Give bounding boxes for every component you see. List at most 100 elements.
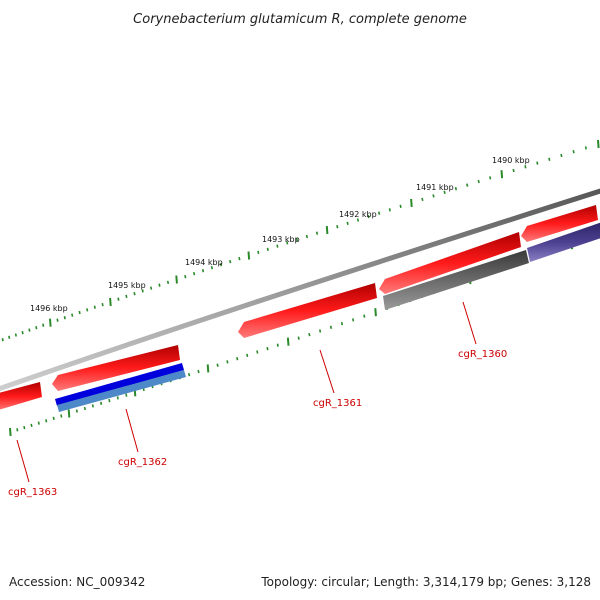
outer-tick-30 <box>229 259 232 264</box>
outer-tick-2 <box>8 335 11 339</box>
cds-band-blue[interactable] <box>55 363 184 406</box>
outer-tick-42 <box>346 221 349 225</box>
label-line-cgR_1362 <box>125 408 139 453</box>
outer-tick-21 <box>150 286 153 290</box>
inner-tick-25 <box>216 363 219 367</box>
inner-tick-34 <box>308 332 311 337</box>
cds-band-purple[interactable] <box>527 222 600 262</box>
outer-tick-13 <box>86 308 89 312</box>
outer-tick-22 <box>158 283 161 287</box>
inner-tick-10 <box>83 406 86 411</box>
inner-tick-27 <box>236 357 239 361</box>
outer-tick-15 <box>101 302 104 307</box>
inner-tick-32 <box>286 337 290 346</box>
outer-tick-16 <box>109 297 112 306</box>
inner-tick-24 <box>206 364 210 373</box>
inner-tick-36 <box>329 325 333 329</box>
cds-band-light-blue[interactable] <box>57 370 186 412</box>
genome-summary-text: Topology: circular; Length: 3,314,179 bp… <box>260 575 591 589</box>
outer-tick-49 <box>421 197 424 202</box>
gene-label-cgR_1360[interactable]: cgR_1360 <box>458 349 507 360</box>
outer-tick-33 <box>257 250 260 255</box>
gene-label-cgR_1361[interactable]: cgR_1361 <box>313 398 362 409</box>
outer-tick-17 <box>117 297 120 301</box>
outer-tick-11 <box>71 313 74 317</box>
inner-tick-13 <box>108 398 111 403</box>
inner-tick-22 <box>188 372 191 377</box>
inner-tick-23 <box>197 369 200 374</box>
outer-tick-38 <box>305 234 308 239</box>
outer-tick-27 <box>201 269 205 273</box>
inner-tick-7 <box>60 414 63 418</box>
outer-tick-47 <box>399 204 402 208</box>
scale-label-1493: 1493 kbp <box>262 235 300 244</box>
outer-tick-14 <box>93 305 96 309</box>
scale-label-1490: 1490 kbp <box>492 156 530 165</box>
outer-tick-60 <box>548 157 551 161</box>
scale-label-1494: 1494 kbp <box>185 258 223 267</box>
gene-arrow-cgR_1360[interactable] <box>379 232 521 294</box>
outer-tick-19 <box>133 292 136 296</box>
gene-arrow-cgR_1363[interactable] <box>0 382 42 411</box>
scale-label-1496: 1496 kbp <box>30 304 68 313</box>
outer-tick-43 <box>356 218 360 222</box>
inner-tick-1 <box>16 428 19 432</box>
outer-tick-32 <box>247 251 251 260</box>
inner-tick-31 <box>276 343 279 347</box>
gene-label-cgR_1363[interactable]: cgR_1363 <box>8 487 57 498</box>
outer-tick-18 <box>125 294 128 299</box>
outer-tick-40 <box>325 225 329 235</box>
inner-tick-6 <box>52 416 55 421</box>
outer-tick-64 <box>597 139 600 149</box>
outer-tick-34 <box>266 247 269 251</box>
outer-tick-12 <box>78 310 81 315</box>
outer-tick-35 <box>276 244 279 248</box>
outer-tick-56 <box>500 170 504 179</box>
inner-tick-14 <box>116 396 119 400</box>
inner-tick-35 <box>319 329 322 333</box>
inner-tick-8 <box>67 409 71 418</box>
gene-arrow-cgR_1362[interactable] <box>52 345 180 391</box>
outer-tick-59 <box>536 161 539 165</box>
outer-tick-45 <box>378 211 381 215</box>
inner-tick-29 <box>256 350 259 354</box>
inner-tick-33 <box>297 336 300 340</box>
outer-tick-62 <box>572 150 575 154</box>
outer-tick-28 <box>210 266 213 270</box>
outer-tick-6 <box>35 326 38 330</box>
outer-tick-5 <box>28 328 31 332</box>
inner-tick-4 <box>37 421 40 425</box>
outer-tick-44 <box>367 214 370 219</box>
inner-tick-28 <box>246 353 249 358</box>
accession-text: Accession: NC_009342 <box>9 575 145 589</box>
inner-tick-38 <box>352 318 355 322</box>
outer-tick-39 <box>315 231 319 235</box>
outer-tick-7 <box>42 323 45 327</box>
outer-tick-37 <box>295 238 299 242</box>
gene-label-cgR_1362[interactable]: cgR_1362 <box>118 457 167 468</box>
outer-tick-55 <box>489 176 492 180</box>
inner-tick-30 <box>266 346 269 351</box>
outer-tick-4 <box>21 330 24 335</box>
cds-band-grey[interactable] <box>383 250 529 310</box>
outer-tick-25 <box>184 274 187 279</box>
gene-arrow-cgR_1361[interactable] <box>238 283 377 338</box>
label-line-cgR_1361 <box>319 349 335 394</box>
outer-tick-63 <box>584 146 587 150</box>
outer-tick-41 <box>336 225 339 229</box>
outer-tick-50 <box>432 194 435 198</box>
inner-tick-3 <box>30 423 33 428</box>
gene-arrow-next[interactable] <box>521 205 598 242</box>
inner-tick-37 <box>340 321 344 326</box>
outer-tick-26 <box>193 271 196 276</box>
genome-backbone <box>0 188 600 392</box>
inner-tick-15 <box>125 393 128 397</box>
label-line-cgR_1363 <box>16 439 30 483</box>
inner-tick-0 <box>9 427 12 437</box>
inner-tick-26 <box>226 360 229 364</box>
outer-tick-54 <box>477 179 480 184</box>
inner-tick-39 <box>363 314 366 318</box>
outer-tick-3 <box>14 333 17 337</box>
scale-label-1495: 1495 kbp <box>108 281 146 290</box>
outer-tick-57 <box>512 168 515 173</box>
